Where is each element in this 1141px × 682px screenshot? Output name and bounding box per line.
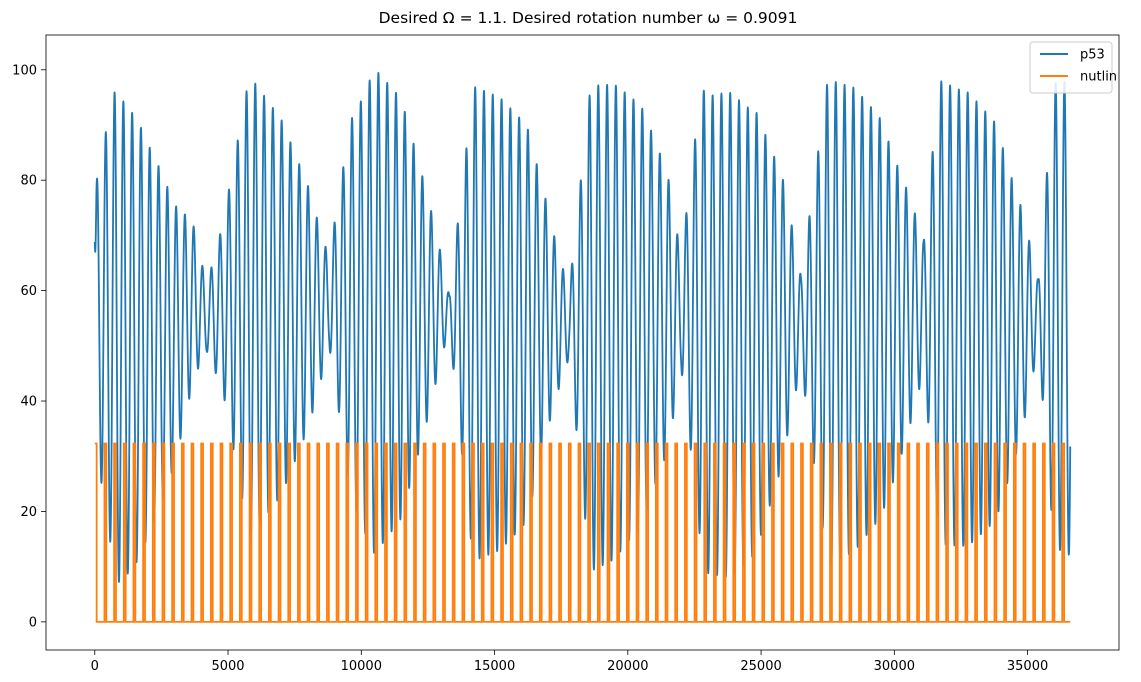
- axes-frame: [45, 34, 1120, 651]
- y-tick-label: 100: [12, 63, 37, 78]
- y-tick-label: 60: [20, 284, 37, 299]
- series-line-p53: [93, 71, 1072, 583]
- x-tick-label: 30000: [874, 659, 915, 674]
- y-axis: 0 20 40 60 80 100: [12, 63, 46, 630]
- legend-label-nutlin: nutlin: [1080, 70, 1117, 85]
- x-tick-label: 5000: [211, 659, 244, 674]
- x-tick-label: 10000: [341, 659, 382, 674]
- y-tick-label: 80: [20, 174, 37, 189]
- x-tick-label: 20000: [607, 659, 648, 674]
- legend: p53 nutlin: [1029, 41, 1117, 94]
- legend-label-p53: p53: [1080, 48, 1105, 63]
- y-tick-label: 40: [20, 395, 37, 410]
- x-tick-label: 0: [91, 659, 99, 674]
- x-tick-label: 15000: [474, 659, 515, 674]
- plot-series: [93, 71, 1072, 623]
- y-tick-label: 20: [20, 505, 37, 520]
- x-tick-label: 35000: [1007, 659, 1048, 674]
- x-axis: 0 5000 10000 15000 20000 25000 30000 35000: [91, 650, 1048, 674]
- series-line-nutlin: [94, 442, 1071, 623]
- chart-title: Desired Ω = 1.1. Desired rotation number…: [379, 9, 798, 27]
- y-tick-label: 0: [29, 615, 37, 630]
- x-tick-label: 25000: [740, 659, 781, 674]
